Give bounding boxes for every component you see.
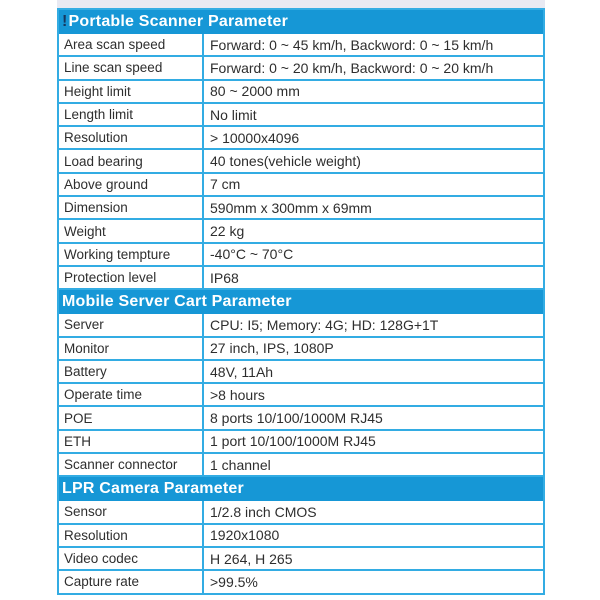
table-row: Height limit 80 ~ 2000 mm (59, 80, 543, 104)
param-label: Sensor (59, 501, 204, 523)
table-row: Line scan speed Forward: 0 ~ 20 km/h, Bac… (59, 57, 543, 81)
table-row: Monitor 27 inch, IPS, 1080P (59, 337, 543, 361)
table-row: Working tempture -40°C ~ 70°C (59, 243, 543, 267)
param-value: 7 cm (210, 176, 241, 193)
param-value: 22 kg (210, 223, 245, 240)
param-label: Server (59, 314, 204, 336)
section-title: LPR Camera Parameter (62, 480, 244, 498)
table-row: Length limit No limit (59, 103, 543, 128)
param-value: CPU: I5; Memory: 4G; HD: 128G+1T (210, 316, 439, 333)
param-value: 1 port 10/100/1000M RJ45 (210, 433, 376, 450)
param-label: Resolution (59, 524, 204, 546)
param-label: ETH (59, 430, 204, 453)
table-row: Resolution > 10000x4096 (59, 127, 543, 151)
table-row: Resolution 1920x1080 (59, 524, 543, 548)
param-value: H 264, H 265 (210, 550, 293, 567)
param-label: Height limit (59, 80, 204, 102)
param-label: Area scan speed (59, 34, 204, 56)
param-label: Resolution (59, 127, 204, 149)
param-label: Weight (59, 220, 204, 242)
table-row: Area scan speed Forward: 0 ~ 45 km/h, Bac… (59, 34, 543, 58)
param-value: 48V, 11Ah (210, 363, 274, 380)
param-value: 27 inch, IPS, 1080P (210, 340, 334, 357)
param-value: 40 tones(vehicle weight) (210, 153, 361, 170)
param-value: >99.5% (210, 573, 258, 590)
table-row: Dimension 590mm x 300mm x 69mm (59, 197, 543, 221)
param-label: Length limit (59, 103, 204, 126)
param-value: 1 channel (210, 456, 271, 473)
param-value: 8 ports 10/100/1000M RJ45 (210, 410, 383, 427)
section-title: Mobile Server Cart Parameter (62, 293, 292, 311)
table-row: Load bearing 40 tones(vehicle weight) (59, 150, 543, 174)
table-row: POE 8 ports 10/100/1000M RJ45 (59, 407, 543, 431)
param-label: Protection level (59, 266, 204, 289)
param-label: POE (59, 407, 204, 429)
clipped-character-artifact: ! (62, 13, 68, 30)
table-row: Server CPU: I5; Memory: 4G; HD: 128G+1T (59, 314, 543, 338)
param-value: 80 ~ 2000 mm (210, 83, 300, 100)
section-title: Portable Scanner Parameter (68, 13, 289, 30)
param-label: Battery (59, 360, 204, 383)
spec-table: ! Portable Scanner Parameter Area scan spe… (57, 8, 545, 595)
param-value: >8 hours (210, 386, 265, 403)
table-row: Scanner connector 1 channel (59, 454, 543, 478)
param-value: Forward: 0 ~ 20 km/h, Backword: 0 ~ 20 k… (210, 59, 494, 76)
param-value: Forward: 0 ~ 45 km/h, Backword: 0 ~ 15 k… (210, 36, 494, 53)
table-row: Operate time >8 hours (59, 384, 543, 408)
param-value: > 10000x4096 (210, 129, 300, 146)
param-label: Line scan speed (59, 57, 204, 79)
table-row: Weight 22 kg (59, 220, 543, 244)
param-value: 1920x1080 (210, 527, 280, 544)
table-row: Above ground 7 cm (59, 173, 543, 198)
param-label: Monitor (59, 337, 204, 359)
param-label: Scanner connector (59, 454, 204, 476)
section-header: ! Portable Scanner Parameter (59, 10, 543, 34)
table-row: Battery 48V, 11Ah (59, 360, 543, 385)
table-row: Capture rate >99.5% (59, 571, 543, 593)
param-label: Capture rate (59, 571, 204, 593)
param-label: Working tempture (59, 243, 204, 265)
table-row: ETH 1 port 10/100/1000M RJ45 (59, 430, 543, 455)
param-label: Video codec (59, 547, 204, 570)
param-value: IP68 (210, 269, 239, 286)
param-label: Dimension (59, 197, 204, 219)
param-value: 590mm x 300mm x 69mm (210, 199, 372, 216)
section-header: Mobile Server Cart Parameter (59, 290, 543, 315)
section-header: LPR Camera Parameter (59, 477, 543, 502)
table-row: Sensor 1/2.8 inch CMOS (59, 501, 543, 525)
table-row: Protection level IP68 (59, 266, 543, 291)
param-label: Operate time (59, 384, 204, 406)
param-value: 1/2.8 inch CMOS (210, 503, 317, 520)
top-margin-strip (57, 0, 545, 8)
param-label: Load bearing (59, 150, 204, 172)
table-row: Video codec H 264, H 265 (59, 547, 543, 572)
param-value: -40°C ~ 70°C (210, 246, 294, 263)
param-label: Above ground (59, 173, 204, 196)
param-value: No limit (210, 106, 257, 123)
